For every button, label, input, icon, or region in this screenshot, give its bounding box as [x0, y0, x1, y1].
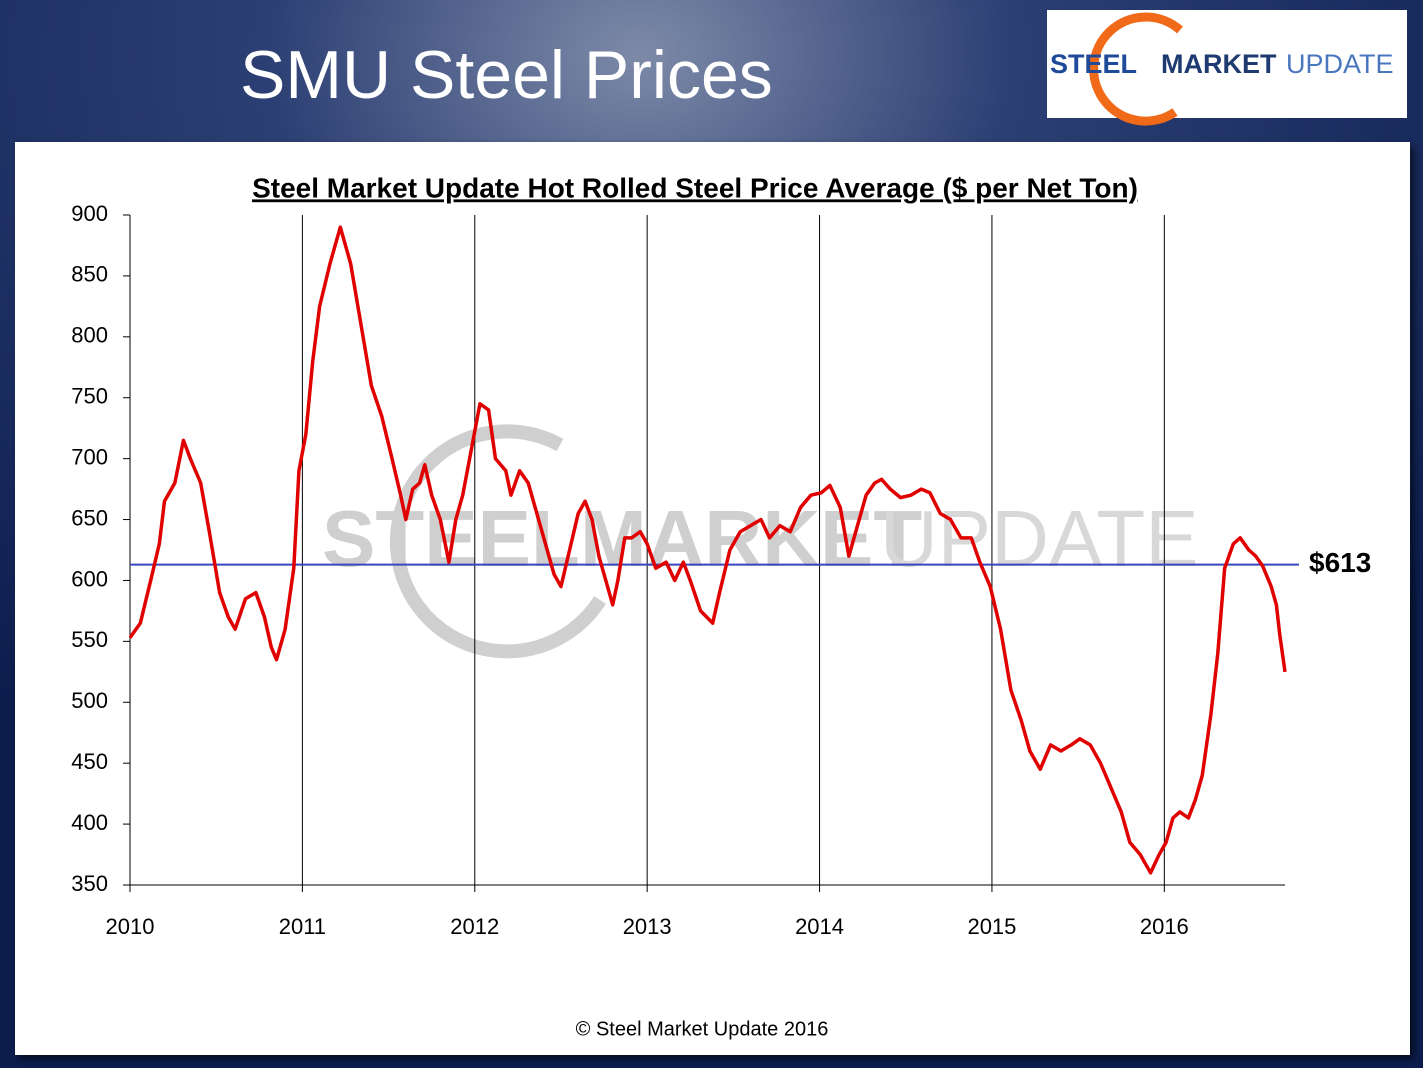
y-tick-label: 700 — [71, 444, 108, 469]
logo-swoosh — [1089, 12, 1183, 126]
y-tick-label: 500 — [71, 688, 108, 713]
slide-title: SMU Steel Prices — [240, 37, 773, 113]
x-tick-label: 2016 — [1140, 914, 1189, 939]
x-tick-label: 2010 — [106, 914, 155, 939]
logo-text: UPDATE — [1286, 49, 1394, 79]
watermark-text: MARKET — [580, 494, 922, 583]
y-tick-label: 350 — [71, 871, 108, 896]
chart-panel — [15, 142, 1410, 1055]
watermark-text: UPDATE — [880, 494, 1199, 583]
copyright: © Steel Market Update 2016 — [576, 1018, 829, 1040]
logo-text: MARKET — [1161, 49, 1277, 79]
chart-title: Steel Market Update Hot Rolled Steel Pri… — [252, 172, 1138, 203]
y-tick-label: 650 — [71, 505, 108, 530]
reference-label: $613 — [1309, 547, 1371, 578]
watermark-swoosh — [389, 424, 606, 659]
x-tick-label: 2015 — [967, 914, 1016, 939]
y-tick-label: 850 — [71, 262, 108, 287]
y-tick-label: 600 — [71, 566, 108, 591]
y-tick-label: 400 — [71, 810, 108, 835]
y-tick-label: 450 — [71, 749, 108, 774]
logo: STEEL MARKET UPDATE — [1047, 10, 1407, 126]
price-line — [128, 225, 1287, 875]
x-tick-label: 2011 — [279, 914, 326, 939]
x-tick-label: 2014 — [795, 914, 844, 939]
y-tick-label: 550 — [71, 627, 108, 652]
y-tick-label: 900 — [71, 201, 108, 226]
x-tick-label: 2013 — [623, 914, 672, 939]
x-tick-label: 2012 — [450, 914, 499, 939]
y-tick-label: 800 — [71, 323, 108, 348]
watermark-text: STEEL — [322, 494, 580, 583]
y-tick-label: 750 — [71, 384, 108, 409]
logo-text: STEEL — [1050, 49, 1137, 79]
